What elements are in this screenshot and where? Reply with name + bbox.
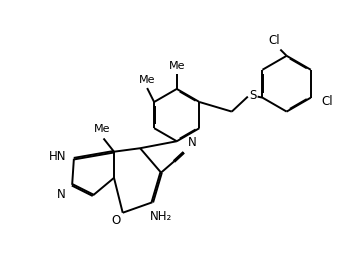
Text: Me: Me (94, 124, 110, 134)
Text: NH₂: NH₂ (150, 210, 172, 223)
Text: Me: Me (139, 74, 155, 85)
Text: Cl: Cl (321, 95, 333, 108)
Text: N: N (188, 136, 197, 149)
Text: S: S (249, 89, 256, 102)
Text: N: N (57, 187, 66, 201)
Text: Me: Me (169, 61, 185, 71)
Text: O: O (112, 215, 121, 227)
Text: Cl: Cl (269, 34, 280, 47)
Text: HN: HN (49, 150, 66, 163)
